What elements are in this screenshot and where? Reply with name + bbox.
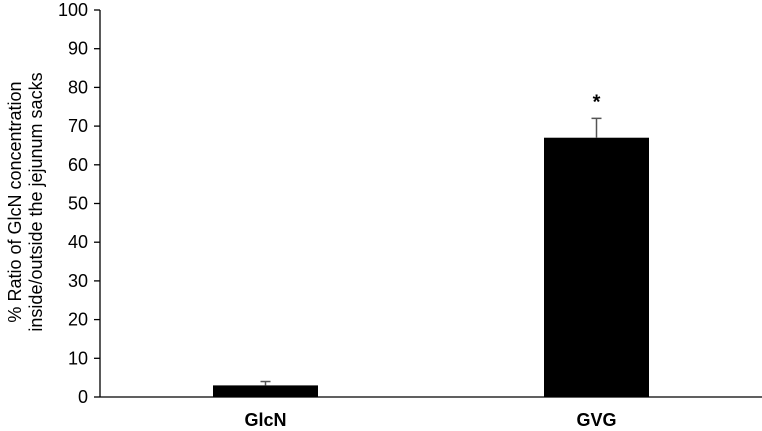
y-tick-label: 50 <box>68 194 88 214</box>
y-tick-label: 10 <box>68 348 88 368</box>
bar <box>544 137 649 397</box>
bar <box>213 385 318 397</box>
x-category-label: GVG <box>576 410 616 430</box>
y-tick-label: 20 <box>68 310 88 330</box>
y-tick-label: 60 <box>68 155 88 175</box>
y-axis-title-line-1: % Ratio of GlcN concentration <box>5 81 25 322</box>
y-tick-label: 100 <box>58 0 88 20</box>
x-category-label: GlcN <box>244 410 286 430</box>
y-tick-label: 30 <box>68 271 88 291</box>
y-axis-title: % Ratio of GlcN concentration inside/out… <box>5 72 46 331</box>
y-tick-label: 80 <box>68 77 88 97</box>
y-tick-label: 0 <box>78 387 88 407</box>
y-axis-title-line-2: inside/outside the jejunum sacks <box>26 72 46 331</box>
y-tick-label: 90 <box>68 39 88 59</box>
y-tick-label: 70 <box>68 116 88 136</box>
significance-marker: * <box>593 91 601 113</box>
y-tick-label: 40 <box>68 232 88 252</box>
